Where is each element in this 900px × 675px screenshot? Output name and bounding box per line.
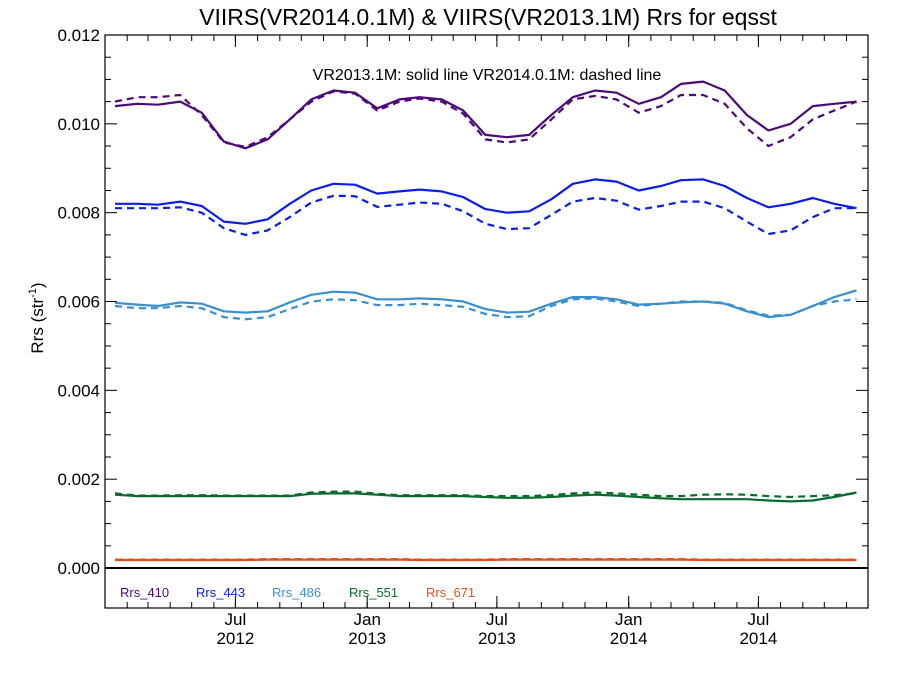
y-axis-label-main: Rrs (str	[28, 298, 47, 354]
y-tick-label: 0.010	[57, 115, 100, 134]
series-line-dashed	[114, 90, 857, 148]
series-line-solid	[114, 491, 857, 503]
x-tick-label-month: Jan	[615, 610, 642, 629]
y-tick-label: 0.012	[57, 26, 100, 45]
series-line-dashed	[114, 490, 857, 499]
x-tick-label-month: Jul	[486, 610, 508, 629]
x-tick-label-month: Jan	[354, 610, 381, 629]
plot-frame	[104, 34, 869, 609]
x-tick-label-year: 2013	[348, 629, 386, 648]
x-tick-label-year: 2013	[478, 629, 516, 648]
legend-item: Rrs_486	[272, 585, 321, 600]
y-axis-label-superscript: -1	[27, 288, 39, 298]
y-axis-label: Rrs (str-1)	[27, 282, 47, 353]
x-tick-label-year: 2012	[216, 629, 254, 648]
y-tick-label: 0.002	[57, 470, 100, 489]
legend-item: Rrs_671	[426, 585, 475, 600]
y-tick-label: 0.006	[57, 293, 100, 312]
plot-area: 0.0000.0020.0040.0060.0080.0100.012Jul20…	[57, 26, 869, 648]
x-tick-label-month: Jul	[225, 610, 247, 629]
series-line-solid	[115, 178, 857, 225]
legend-item: Rrs_551	[349, 585, 398, 600]
y-tick-label: 0.008	[57, 204, 100, 223]
y-tick-label: 0.000	[57, 559, 100, 578]
x-tick-label-month: Jul	[748, 610, 770, 629]
series-line-solid	[114, 80, 857, 150]
series-line-dashed	[115, 557, 857, 561]
series-style-annotation: VR2013.1M: solid line VR2014.0.1M: dashe…	[313, 67, 662, 84]
series-line-dashed	[115, 194, 857, 236]
legend-item: Rrs_443	[196, 585, 245, 600]
legend-item: Rrs_410	[120, 585, 169, 600]
y-axis-label-end: )	[28, 282, 47, 288]
chart-title: VIIRS(VR2014.0.1M) & VIIRS(VR2013.1M) Rr…	[199, 4, 777, 30]
x-tick-label-year: 2014	[739, 629, 777, 648]
x-tick-label-year: 2014	[610, 629, 648, 648]
series-line-dashed	[114, 297, 857, 321]
y-tick-label: 0.004	[57, 381, 100, 400]
